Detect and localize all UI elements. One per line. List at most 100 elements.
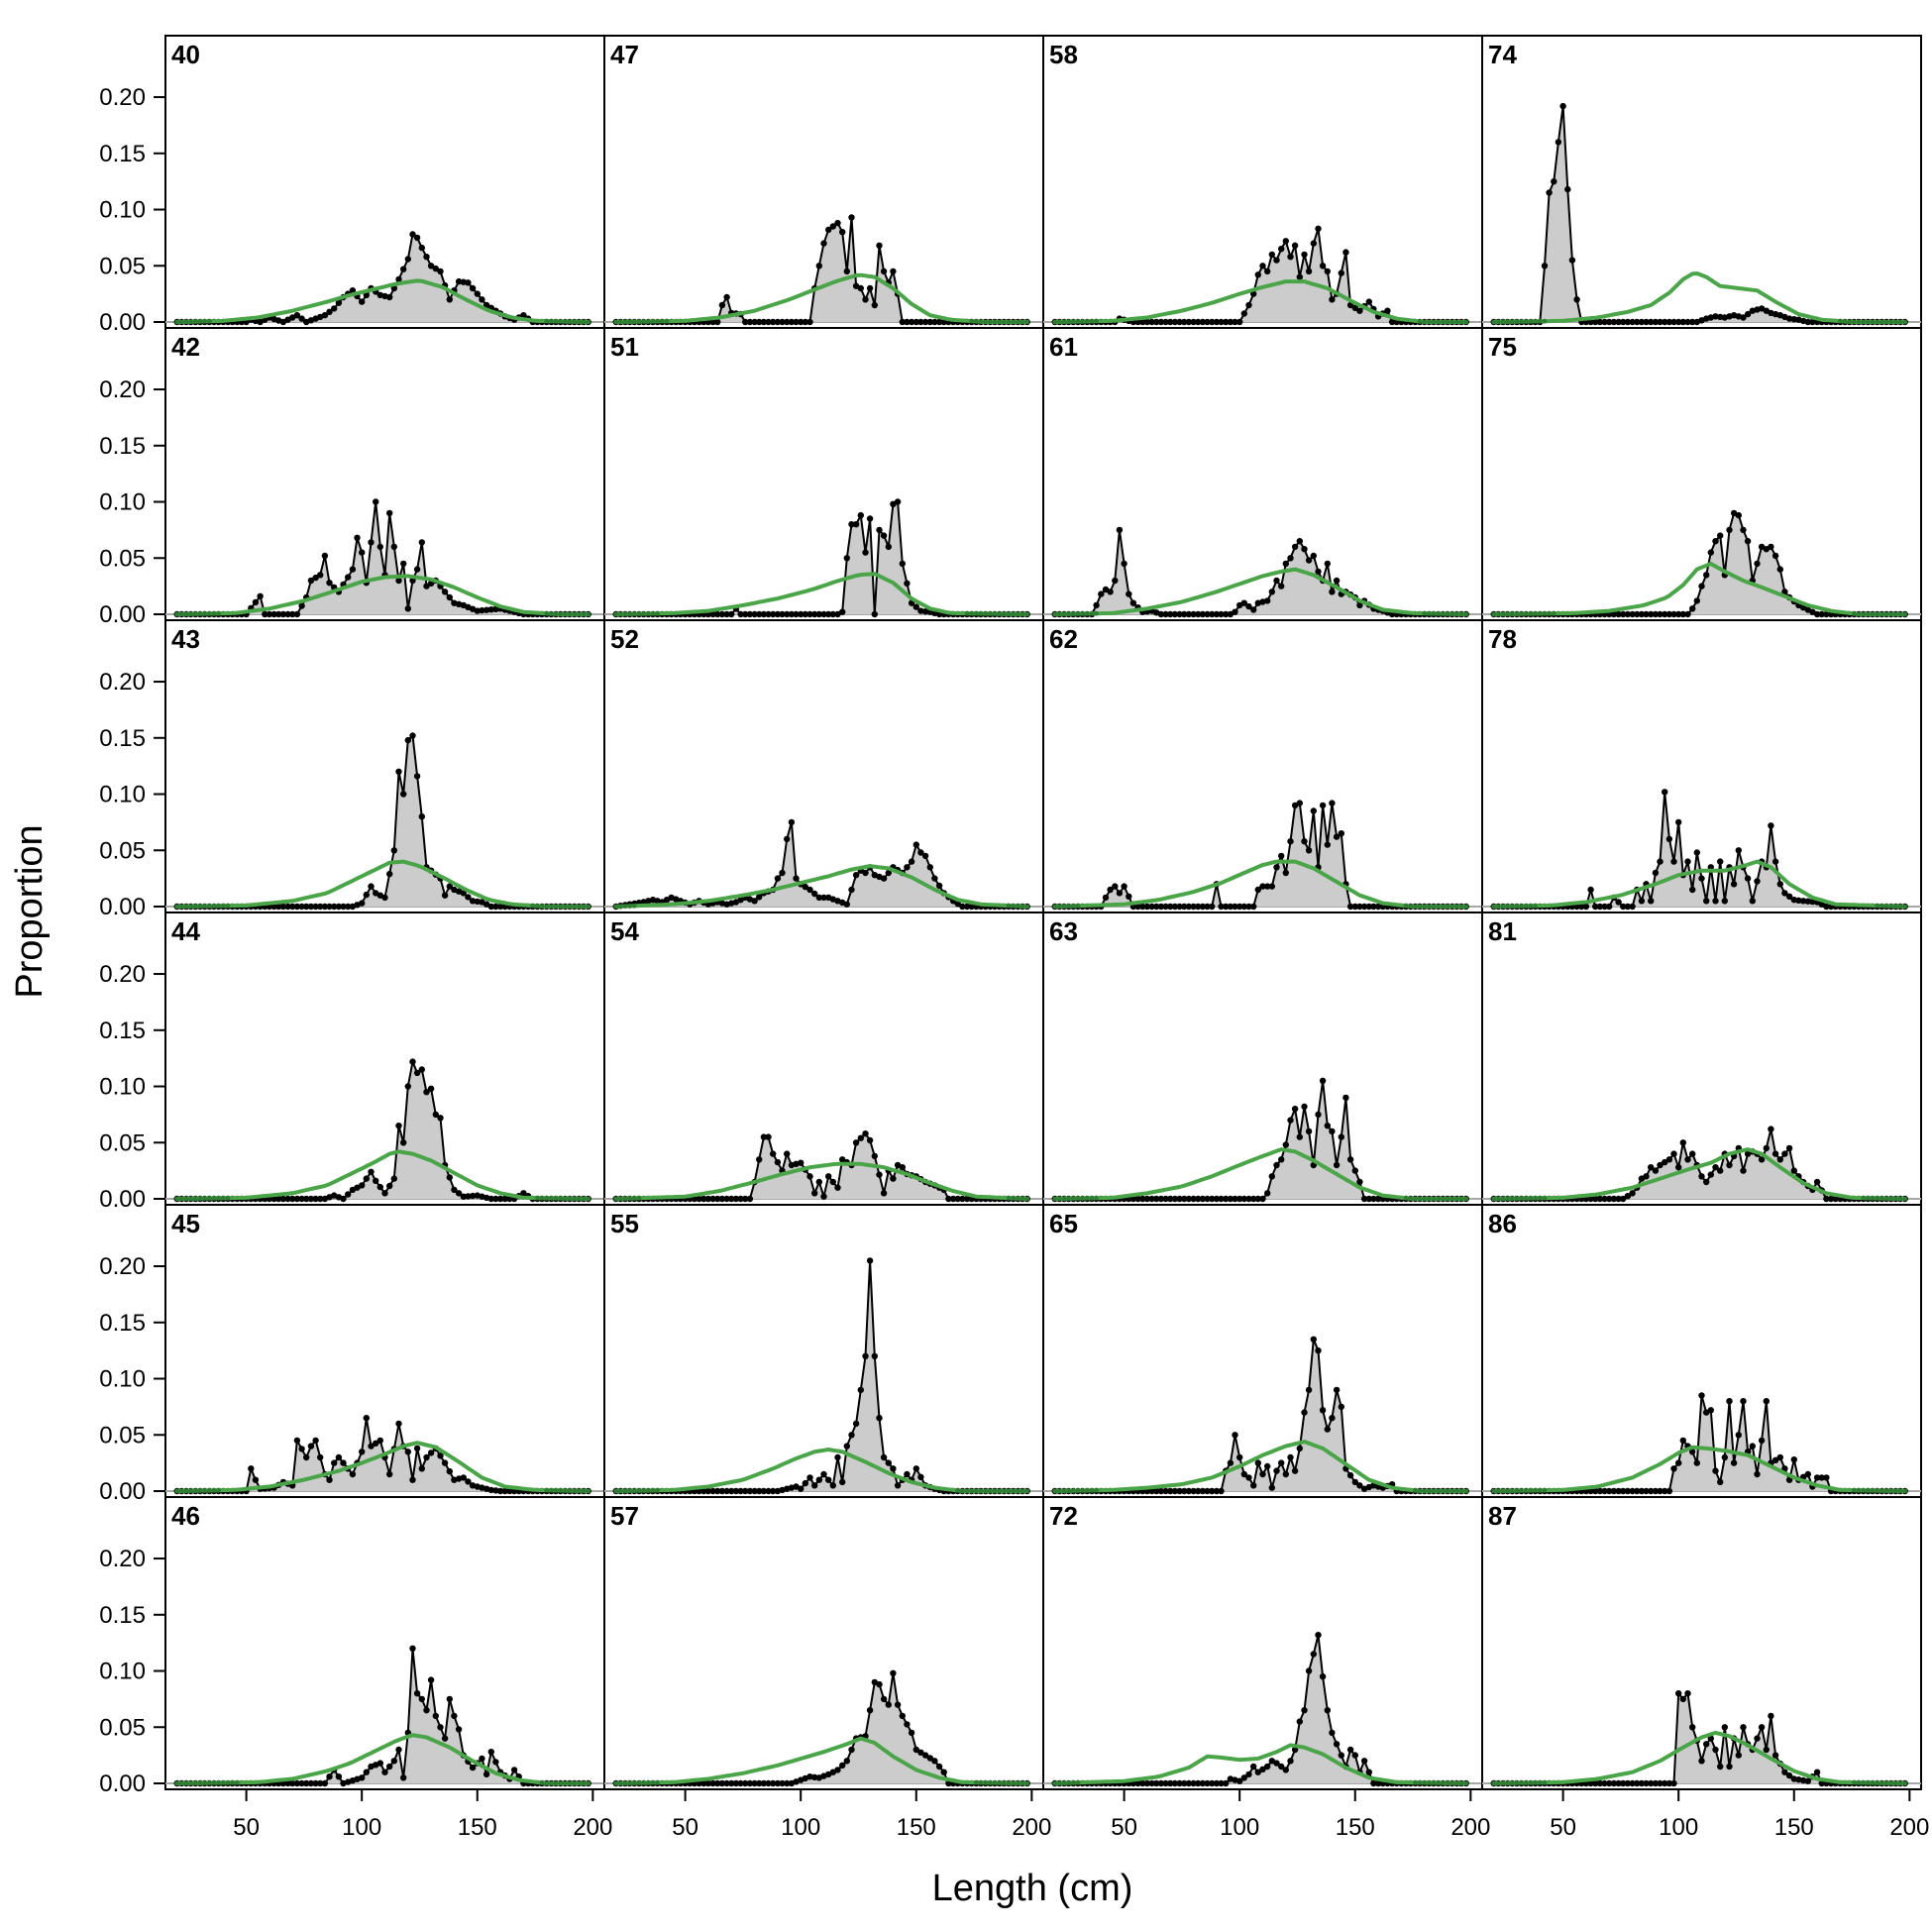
observed-point xyxy=(1301,1707,1308,1714)
observed-point xyxy=(354,534,361,541)
observed-point xyxy=(1712,1467,1719,1474)
observed-point xyxy=(520,312,527,319)
observed-point xyxy=(742,610,749,618)
expected-line xyxy=(176,1441,589,1493)
expected-point xyxy=(1011,611,1017,617)
observed-point xyxy=(1240,1195,1248,1203)
observed-point xyxy=(381,1190,388,1197)
observed-point xyxy=(506,1487,513,1495)
observed-point xyxy=(404,1449,411,1455)
observed-point xyxy=(1721,1453,1729,1461)
expected-line xyxy=(1493,1730,1905,1785)
expected-point xyxy=(1052,319,1058,325)
expected-point xyxy=(1445,611,1450,616)
observed-point xyxy=(427,1676,435,1683)
observed-point xyxy=(770,1487,777,1495)
expected-point xyxy=(988,319,993,325)
observed-point xyxy=(829,610,836,618)
expected-point xyxy=(1002,319,1007,325)
expected-point xyxy=(1016,1196,1020,1201)
panel-label: 78 xyxy=(1488,624,1517,654)
expected-line xyxy=(176,859,589,909)
expected-line xyxy=(1054,567,1466,616)
observed-point xyxy=(423,1453,430,1461)
expected-point xyxy=(553,318,559,324)
expected-point xyxy=(613,904,619,910)
observed-point xyxy=(1250,1195,1257,1203)
expected-point xyxy=(183,1488,189,1494)
expected-point xyxy=(1861,611,1867,617)
observed-point xyxy=(1273,1161,1280,1169)
observed-point xyxy=(1730,881,1738,888)
observed-point xyxy=(1740,526,1747,534)
expected-point xyxy=(974,610,979,616)
observed-point xyxy=(386,509,393,517)
observed-point xyxy=(1670,1465,1677,1472)
observed-line xyxy=(176,733,589,908)
observed-point xyxy=(386,293,393,301)
observed-point xyxy=(1264,1763,1271,1771)
observed-point xyxy=(1657,318,1664,326)
expected-point xyxy=(188,1488,194,1494)
observed-point xyxy=(890,1465,897,1472)
expected-point xyxy=(1024,1488,1030,1494)
observed-point xyxy=(1319,1407,1327,1414)
observed-point xyxy=(1236,903,1243,911)
panel-52: 52 xyxy=(603,619,1044,913)
expected-point xyxy=(216,1487,222,1493)
observed-point xyxy=(293,1779,301,1787)
expected-point xyxy=(1061,1488,1067,1494)
observed-point xyxy=(1153,1195,1160,1203)
observed-point xyxy=(714,1195,721,1203)
expected-point xyxy=(1458,319,1464,325)
observed-point xyxy=(1818,1779,1825,1787)
observed-point xyxy=(1093,601,1100,609)
expected-point xyxy=(1842,319,1848,324)
expected-point xyxy=(1445,319,1450,325)
panel-frame xyxy=(603,619,1044,913)
observed-point xyxy=(751,318,758,326)
observed-point xyxy=(756,1156,763,1163)
observed-point xyxy=(1804,318,1812,326)
observed-point xyxy=(496,1195,504,1203)
observed-point xyxy=(1768,543,1774,551)
expected-point xyxy=(1514,1488,1520,1493)
observed-point xyxy=(1236,1453,1243,1461)
observed-point xyxy=(469,898,477,905)
expected-point xyxy=(1052,1196,1058,1202)
observed-point xyxy=(1305,557,1313,564)
expected-point xyxy=(586,611,591,617)
observed-point xyxy=(483,1771,490,1778)
observed-point xyxy=(1721,898,1729,905)
observed-point xyxy=(765,1779,772,1787)
expected-point xyxy=(1879,611,1884,617)
panel-label: 58 xyxy=(1049,40,1078,69)
expected-point xyxy=(1528,903,1534,909)
observed-area xyxy=(615,501,1027,614)
panel-frame xyxy=(603,1204,1044,1498)
observed-point xyxy=(501,1487,508,1495)
expected-point xyxy=(664,318,670,324)
observed-point xyxy=(1596,318,1604,326)
observed-point xyxy=(1107,886,1114,894)
expected-point xyxy=(1888,611,1894,617)
expected-point xyxy=(572,904,578,910)
expected-point xyxy=(1463,611,1469,617)
expected-point xyxy=(549,1487,554,1493)
expected-point xyxy=(1883,1488,1889,1494)
observed-point xyxy=(284,610,291,618)
observed-point xyxy=(1171,1195,1179,1203)
observed-point xyxy=(270,610,277,618)
expected-point xyxy=(1449,1488,1455,1494)
expected-point xyxy=(178,1780,184,1786)
expected-point xyxy=(992,1488,998,1494)
expected-point xyxy=(1020,1196,1025,1202)
expected-point xyxy=(1861,1487,1867,1493)
panel-87: 87 xyxy=(1481,1496,1922,1790)
panel-label: 75 xyxy=(1488,332,1517,362)
expected-point xyxy=(1006,1780,1012,1786)
expected-point xyxy=(211,1487,217,1493)
observed-point xyxy=(363,1415,370,1422)
observed-point xyxy=(714,1779,721,1787)
observed-point xyxy=(1264,883,1271,890)
